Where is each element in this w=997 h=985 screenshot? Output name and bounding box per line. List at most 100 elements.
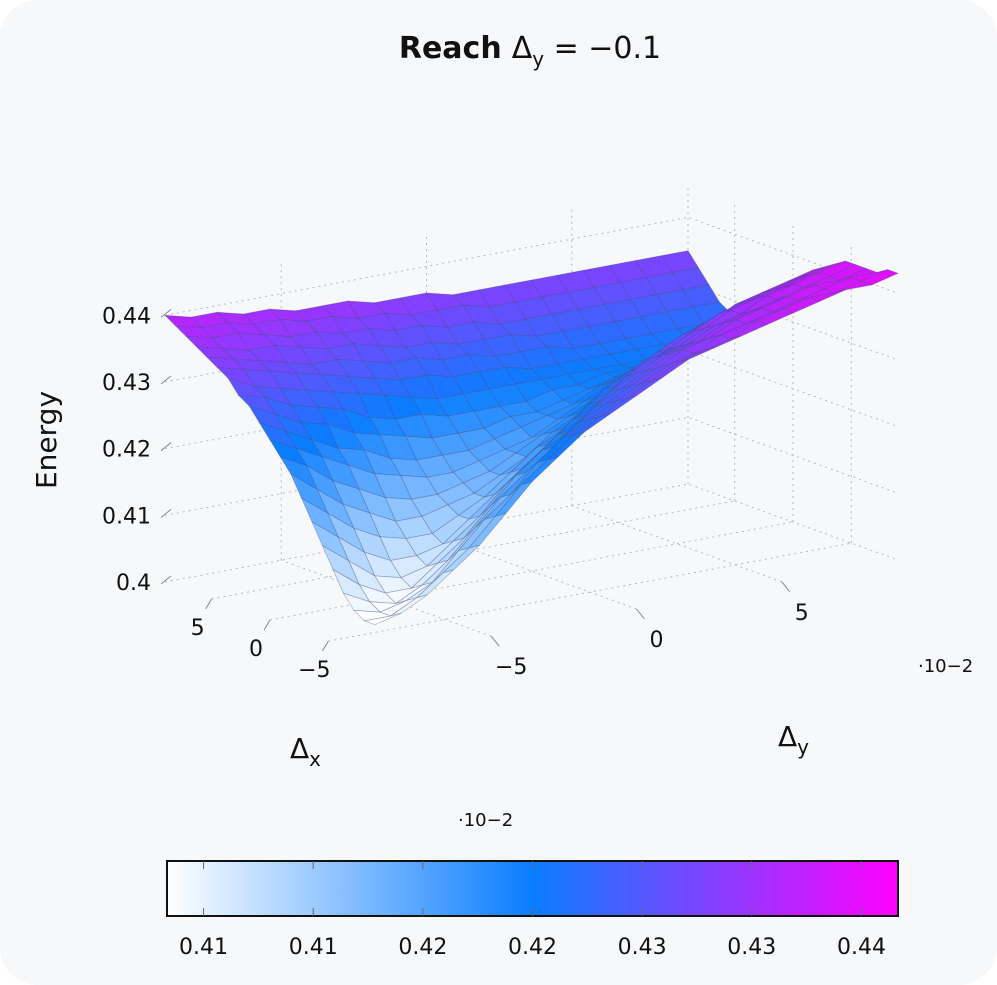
z-tick-mark xyxy=(160,375,172,385)
surface-patch xyxy=(447,518,486,561)
surface-patch xyxy=(421,550,459,586)
x-tick-mark xyxy=(321,640,329,652)
surface-patch xyxy=(332,480,371,514)
surface-patch xyxy=(704,335,742,351)
colorbar-tick-label: 0.44 xyxy=(837,935,886,960)
surface-patch xyxy=(573,413,611,436)
surface-patch xyxy=(567,388,606,417)
surface-patch xyxy=(237,394,277,415)
x-tick-label: 0 xyxy=(249,637,263,662)
surface-patch xyxy=(541,422,580,451)
colorbar-tick-label: 0.41 xyxy=(179,935,228,960)
surface-patch xyxy=(577,372,617,390)
surface-patch xyxy=(337,447,376,475)
surface-patch xyxy=(604,382,642,405)
surface-patch xyxy=(411,559,449,589)
surface-patch xyxy=(174,325,214,339)
surface-patch xyxy=(384,497,423,522)
surface-patch xyxy=(263,334,303,348)
surface-patch xyxy=(488,452,528,476)
surface xyxy=(163,250,900,626)
x-axis-label: Δx xyxy=(290,732,321,771)
surface-patch xyxy=(420,325,459,345)
y-axis-label: Δy xyxy=(778,720,809,759)
y-axis-label-symbol: Δ xyxy=(778,720,797,753)
y-tick-label: 0 xyxy=(650,628,664,653)
surface-patch xyxy=(536,419,574,448)
surface-patch xyxy=(269,439,308,467)
chart-title-bold: Reach xyxy=(399,31,502,66)
surface-patch xyxy=(457,515,497,552)
colorbar-tick-label: 0.43 xyxy=(727,935,776,960)
colorbar-tick-label: 0.42 xyxy=(508,935,557,960)
surface-patch xyxy=(521,456,559,486)
surface-patch xyxy=(368,328,407,348)
y-gridline-floor xyxy=(571,505,782,583)
surface-patch xyxy=(442,515,480,545)
axis-ticks: 0.4 0.41 0.42 0.43 0.44 −5 0 5 −5 0 5 xyxy=(102,304,809,683)
surface-patch xyxy=(463,496,501,539)
x-axis-multiplier: ·10−2 xyxy=(458,810,513,831)
y-tick-mark xyxy=(490,635,500,647)
surface-patch xyxy=(362,612,402,626)
surface-patch xyxy=(499,447,538,476)
surface-patch xyxy=(274,413,313,441)
z-tick-mark xyxy=(160,308,172,318)
y-axis-multiplier: ·10−2 xyxy=(918,656,973,677)
surface-patch xyxy=(406,572,444,601)
chart-title: Reach Δy = −0.1 xyxy=(399,31,661,71)
chart-title-symbol: Δ xyxy=(512,31,533,66)
z-tick-label: 0.44 xyxy=(102,304,151,329)
z-tick-label: 0.4 xyxy=(116,571,151,596)
y-axis-label-sub: y xyxy=(797,735,809,759)
surface-patch xyxy=(620,367,658,390)
x-tick-label: 5 xyxy=(191,616,205,641)
y-tick-label: 5 xyxy=(795,601,809,626)
surface-patch xyxy=(547,431,585,461)
y-tick-mark xyxy=(636,608,645,620)
z-tick-label: 0.43 xyxy=(102,371,151,396)
z-tick-mark xyxy=(160,442,172,452)
surface-patch xyxy=(541,413,579,436)
surface-patch xyxy=(247,344,287,363)
colorbar-tick-label: 0.41 xyxy=(289,935,338,960)
surface-patch xyxy=(211,332,250,351)
x-axis-label-symbol: Δ xyxy=(290,732,309,765)
colorbar xyxy=(166,860,899,917)
surface-patch xyxy=(751,296,789,312)
surface-patch xyxy=(400,475,439,500)
x-tick-mark xyxy=(263,619,271,631)
surface-patch xyxy=(678,347,716,363)
surface-patch xyxy=(442,544,480,574)
surface-patch xyxy=(416,569,454,599)
z-tick-label: 0.42 xyxy=(102,438,151,463)
surface-patch xyxy=(599,395,637,418)
surface-patch xyxy=(562,416,601,439)
surface-patch xyxy=(426,537,465,567)
surface-patch xyxy=(849,269,888,282)
surface-patch xyxy=(557,406,595,436)
colorbar-tick-label: 0.42 xyxy=(398,935,447,960)
z-axis-label: Energy xyxy=(30,391,63,489)
surface-patch xyxy=(828,264,868,281)
surface-patch xyxy=(693,334,732,354)
surface-patch xyxy=(227,377,266,398)
chart-title-eq: = −0.1 xyxy=(544,31,661,66)
colorbar-tick-label: 0.43 xyxy=(618,935,667,960)
surface-patch xyxy=(216,367,256,388)
surface-patch xyxy=(473,471,511,498)
x-tick-label: −5 xyxy=(298,658,330,683)
surface-patch xyxy=(536,434,574,464)
surface-patch xyxy=(671,267,710,291)
x-tick-mark xyxy=(205,598,213,610)
y-gridline-floor xyxy=(281,559,492,637)
x-axis-label-sub: x xyxy=(309,747,321,771)
surface-patch xyxy=(609,370,648,393)
y-tick-label: −5 xyxy=(495,655,527,680)
surface-patch xyxy=(195,346,235,360)
surface-patch xyxy=(651,358,690,381)
surface-patch xyxy=(379,434,418,461)
y-tick-mark xyxy=(781,581,791,593)
